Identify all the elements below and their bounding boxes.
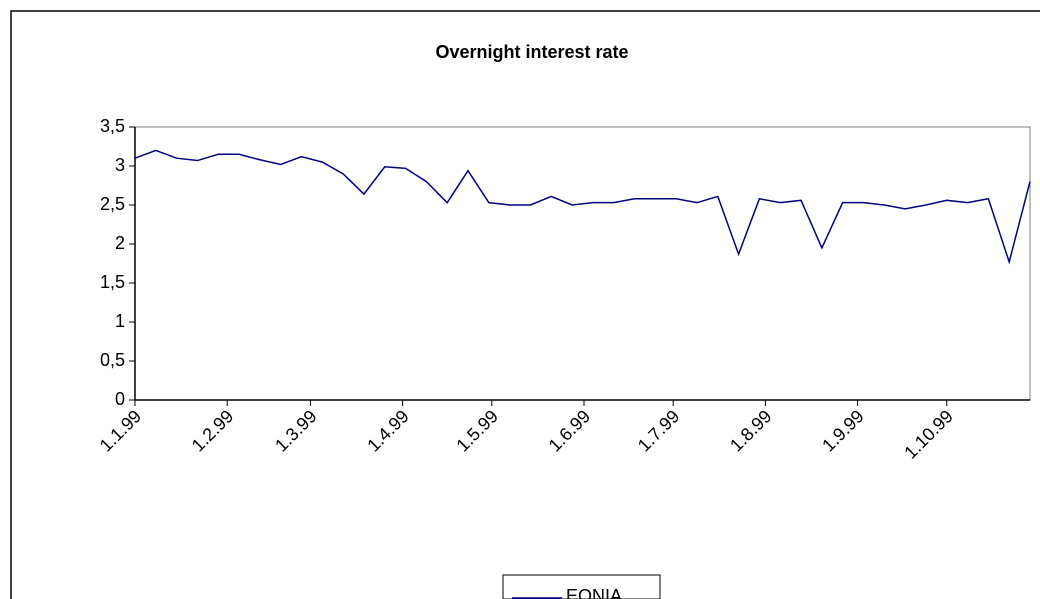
y-tick-label: 3,5 bbox=[100, 116, 125, 136]
y-tick-label: 2 bbox=[115, 233, 125, 253]
chart-border bbox=[10, 10, 1040, 599]
y-tick-label: 1,5 bbox=[100, 272, 125, 292]
series-line bbox=[134, 149, 1031, 265]
y-tick-label: 0 bbox=[115, 389, 125, 409]
legend-box bbox=[502, 574, 661, 599]
x-tick-label: 1.1.99 bbox=[96, 406, 146, 456]
legend-label: EONIA bbox=[566, 586, 622, 599]
y-tick-label: 0,5 bbox=[100, 350, 125, 370]
y-tick-label: 3 bbox=[115, 155, 125, 175]
x-tick-label: 1.5.99 bbox=[452, 406, 502, 456]
y-tick-label: 1 bbox=[115, 311, 125, 331]
x-tick-label: 1.10.99 bbox=[900, 406, 957, 463]
plot-area bbox=[134, 126, 1031, 401]
x-tick-label: 1.7.99 bbox=[634, 406, 684, 456]
x-tick-label: 1.2.99 bbox=[188, 406, 238, 456]
chart-title: Overnight interest rate bbox=[435, 42, 628, 62]
x-tick-label: 1.6.99 bbox=[545, 406, 595, 456]
x-tick-label: 1.4.99 bbox=[363, 406, 413, 456]
x-tick-label: 1.8.99 bbox=[726, 406, 776, 456]
x-tick-label: 1.3.99 bbox=[271, 406, 321, 456]
x-tick-label: 1.9.99 bbox=[818, 406, 868, 456]
y-tick-label: 2,5 bbox=[100, 194, 125, 214]
